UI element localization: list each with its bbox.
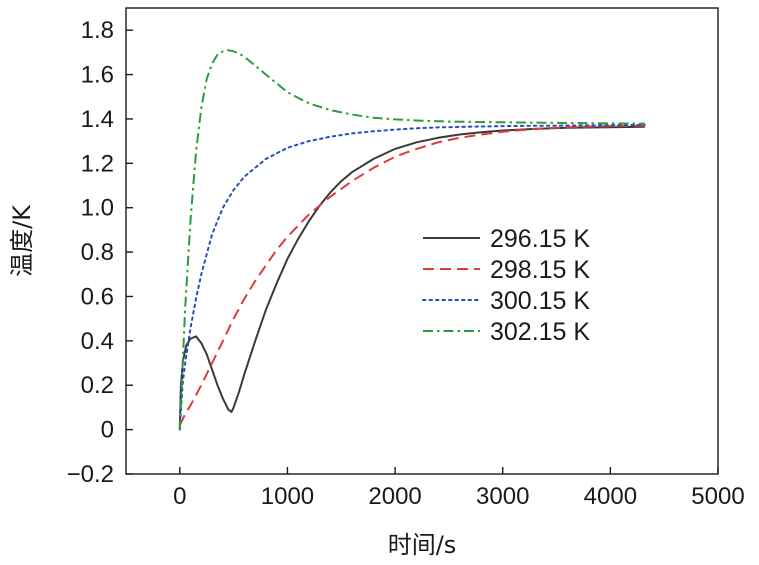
legend: 296.15 K 298.15 K 300.15 K 302.15 K bbox=[422, 225, 590, 346]
y-tick-label: 0.8 bbox=[81, 239, 114, 266]
y-tick-label: 0.6 bbox=[81, 283, 114, 310]
y-tick-label: 1.6 bbox=[81, 62, 114, 89]
y-tick-label: 0 bbox=[101, 417, 114, 444]
series-line-4 bbox=[178, 49, 645, 430]
series-line-3 bbox=[178, 123, 646, 431]
x-tick-label: 1000 bbox=[261, 483, 314, 510]
y-tick-label: 0.2 bbox=[81, 372, 114, 399]
y-tick-label: −0.2 bbox=[67, 461, 114, 488]
y-tick-label: 1.8 bbox=[81, 17, 114, 44]
series-line-2 bbox=[178, 124, 645, 426]
x-axis: 0 1000 2000 3000 4000 5000 bbox=[173, 467, 745, 510]
legend-label-4: 302.15 K bbox=[490, 318, 590, 346]
x-axis-title: 时间/s bbox=[388, 531, 457, 559]
y-tick-label: 1.4 bbox=[81, 106, 114, 133]
y-tick-label: 1.0 bbox=[81, 195, 114, 222]
x-tick-label: 3000 bbox=[476, 483, 529, 510]
legend-label-2: 298.15 K bbox=[490, 256, 590, 284]
series-line-1 bbox=[178, 125, 645, 430]
y-axis-title: 温度/K bbox=[8, 204, 36, 277]
x-tick-label: 5000 bbox=[691, 483, 744, 510]
y-axis: −0.2 0 0.2 0.4 0.6 0.8 1.0 1.2 1.4 1.6 1.8 bbox=[67, 17, 133, 488]
plot-frame bbox=[125, 7, 719, 475]
y-tick-label: 0.4 bbox=[81, 328, 114, 355]
legend-label-3: 300.15 K bbox=[490, 287, 590, 315]
legend-label-1: 296.15 K bbox=[490, 225, 590, 253]
x-tick-label: 0 bbox=[173, 483, 186, 510]
plot-area bbox=[178, 49, 646, 431]
x-tick-label: 2000 bbox=[368, 483, 421, 510]
y-tick-label: 1.2 bbox=[81, 150, 114, 177]
x-tick-label: 4000 bbox=[584, 483, 637, 510]
